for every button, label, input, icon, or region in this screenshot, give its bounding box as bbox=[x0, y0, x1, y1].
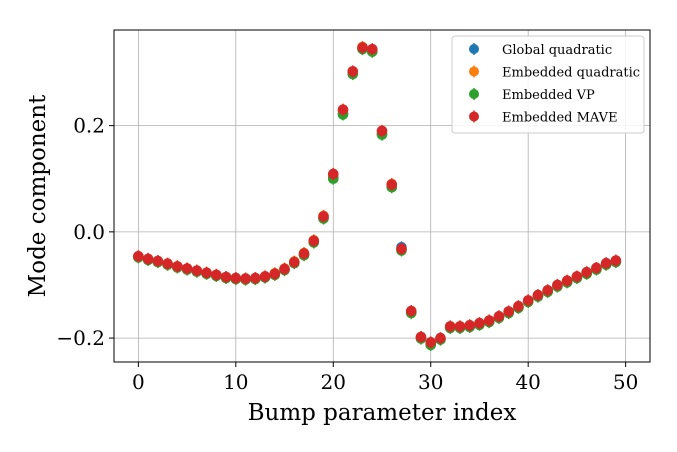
data-point bbox=[220, 271, 232, 283]
data-point bbox=[542, 284, 553, 296]
data-point bbox=[386, 179, 398, 190]
legend-marker bbox=[469, 66, 479, 77]
data-point bbox=[552, 279, 563, 291]
data-point bbox=[250, 272, 261, 284]
x-tick-label: 20 bbox=[321, 370, 346, 394]
data-point bbox=[376, 125, 388, 137]
data-point bbox=[337, 104, 349, 115]
data-point bbox=[279, 263, 290, 275]
data-point bbox=[366, 43, 378, 55]
data-point bbox=[425, 337, 437, 348]
data-point bbox=[162, 258, 173, 270]
data-point bbox=[464, 320, 476, 331]
data-point bbox=[298, 248, 310, 259]
y-axis-label: Mode component bbox=[25, 94, 51, 297]
data-point bbox=[357, 42, 368, 53]
data-point bbox=[240, 273, 251, 284]
data-point bbox=[600, 257, 612, 269]
legend-marker bbox=[469, 44, 479, 54]
legend-label: Embedded MAVE bbox=[502, 111, 618, 126]
series-embedded-mave bbox=[133, 41, 622, 349]
y-tick-label: 0.0 bbox=[73, 220, 105, 244]
data-point bbox=[522, 295, 534, 306]
data-point bbox=[571, 271, 583, 282]
legend-label: Global quadratic bbox=[502, 43, 612, 58]
x-tick-label: 30 bbox=[418, 370, 443, 394]
x-tick-label: 50 bbox=[613, 370, 638, 394]
data-point bbox=[211, 269, 222, 281]
data-point bbox=[259, 271, 271, 282]
data-point bbox=[133, 250, 144, 262]
x-tick-label: 40 bbox=[515, 370, 540, 394]
data-point bbox=[405, 305, 417, 317]
data-point bbox=[591, 262, 602, 274]
data-point bbox=[503, 306, 514, 317]
ticks: 0 10 20 30 40 50 −0.2 0.0 0.2 bbox=[56, 114, 638, 394]
data-point bbox=[493, 311, 505, 322]
plot-frame bbox=[113, 29, 651, 363]
legend-box bbox=[451, 35, 645, 134]
legend-label: Embedded quadratic bbox=[502, 66, 640, 81]
data-point bbox=[532, 289, 544, 301]
data-point bbox=[152, 255, 164, 267]
data-point bbox=[474, 317, 485, 329]
data-point bbox=[561, 275, 573, 287]
data-point bbox=[191, 265, 203, 276]
legend-marker bbox=[469, 111, 479, 122]
legend-marker bbox=[469, 89, 479, 99]
legend: Global quadratic Embedded quadratic Embedd… bbox=[451, 35, 645, 134]
data-point bbox=[230, 272, 242, 284]
x-tick-label: 0 bbox=[132, 370, 145, 394]
data-point bbox=[318, 211, 329, 222]
data-point bbox=[172, 261, 183, 272]
data-point bbox=[444, 321, 456, 332]
data-point bbox=[181, 263, 193, 274]
data-point bbox=[308, 235, 320, 247]
data-point bbox=[142, 253, 154, 265]
data-point bbox=[347, 66, 359, 77]
y-tick-label: 0.2 bbox=[73, 114, 105, 138]
y-tick-label: −0.2 bbox=[56, 326, 105, 350]
legend-label: Embedded VP bbox=[502, 88, 595, 103]
x-axis-label: Bump parameter index bbox=[248, 400, 517, 426]
data-point bbox=[269, 268, 281, 280]
data-point bbox=[581, 266, 592, 278]
data-point bbox=[201, 267, 212, 279]
data-point bbox=[454, 321, 466, 332]
data-point bbox=[396, 243, 407, 255]
data-point bbox=[327, 168, 339, 180]
data-point bbox=[483, 315, 495, 326]
x-tick-label: 10 bbox=[223, 370, 248, 394]
data-point bbox=[288, 256, 300, 268]
data-point bbox=[435, 332, 446, 344]
data-point bbox=[610, 255, 622, 266]
data-points bbox=[133, 40, 622, 352]
data-point bbox=[513, 300, 524, 312]
data-point bbox=[415, 331, 427, 343]
